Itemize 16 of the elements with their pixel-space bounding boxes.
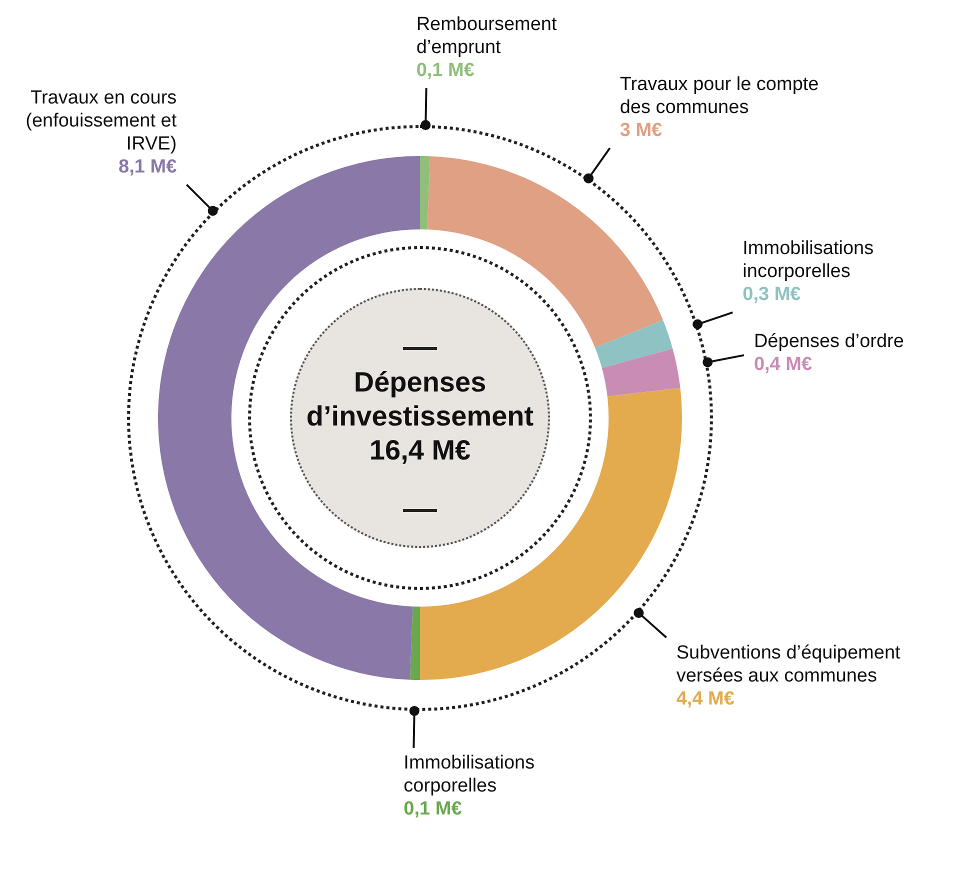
slice-label: Travaux pour le compte des communes (620, 74, 819, 118)
slice-label: Remboursement d’emprunt (416, 14, 558, 58)
data-label: 0,4 M€ (754, 354, 812, 375)
slice-label: Immobilisations corporelles (404, 752, 535, 797)
text: 16,4 M€ (369, 434, 472, 466)
data-label: 4,4 M€ (676, 688, 735, 710)
slice-label: Travaux en cours (enfouissement et IRVE) (26, 87, 178, 154)
data-label: 0,1 M€ (416, 60, 475, 81)
slice-label: Subventions d’équipement versées aux communes (676, 642, 902, 686)
text: Dépenses d’investissement (306, 366, 534, 432)
data-label: 0,3 M€ (742, 284, 802, 306)
slice-label: Dépenses d’ordre (754, 330, 904, 352)
data-label: 0,1 M€ (404, 798, 462, 820)
slice-label: Immobilisations incorporelles (742, 238, 874, 282)
data-label: 3 M€ (620, 120, 663, 141)
data-label: 8,1 M€ (118, 156, 178, 178)
